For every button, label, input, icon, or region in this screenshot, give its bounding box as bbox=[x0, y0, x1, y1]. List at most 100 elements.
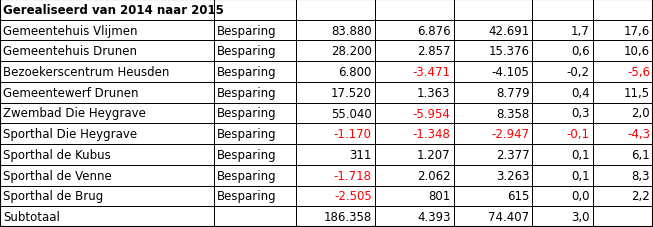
Text: 2,0: 2,0 bbox=[631, 107, 650, 120]
Text: 10,6: 10,6 bbox=[624, 45, 650, 58]
Bar bbox=[296, 206, 375, 227]
Bar bbox=[214, 0, 296, 21]
Text: -1.348: -1.348 bbox=[413, 128, 451, 141]
Bar bbox=[296, 186, 375, 206]
Text: 8.358: 8.358 bbox=[496, 107, 530, 120]
Bar bbox=[296, 165, 375, 186]
Text: -5,6: -5,6 bbox=[627, 66, 650, 79]
Bar bbox=[532, 206, 593, 227]
Text: 83.880: 83.880 bbox=[331, 25, 372, 37]
Bar bbox=[454, 144, 532, 165]
Bar bbox=[214, 62, 296, 83]
Text: 55.040: 55.040 bbox=[331, 107, 372, 120]
Bar bbox=[296, 83, 375, 103]
Bar bbox=[375, 186, 454, 206]
Bar bbox=[375, 21, 454, 41]
Bar bbox=[375, 41, 454, 62]
Bar bbox=[532, 21, 593, 41]
Text: 0,6: 0,6 bbox=[571, 45, 590, 58]
Text: -3.471: -3.471 bbox=[413, 66, 451, 79]
Bar bbox=[454, 0, 532, 21]
Text: 6,1: 6,1 bbox=[631, 148, 650, 161]
Bar bbox=[375, 144, 454, 165]
Text: 1.363: 1.363 bbox=[417, 86, 451, 99]
Bar bbox=[375, 0, 454, 21]
Bar bbox=[454, 124, 532, 144]
Text: 8,3: 8,3 bbox=[631, 169, 650, 182]
Bar bbox=[214, 144, 296, 165]
Bar bbox=[532, 165, 593, 186]
Bar bbox=[296, 62, 375, 83]
Text: 8.779: 8.779 bbox=[496, 86, 530, 99]
Text: 0,4: 0,4 bbox=[571, 86, 590, 99]
Text: 186.358: 186.358 bbox=[323, 210, 372, 223]
Text: Gerealiseerd van 2014 naar 2015: Gerealiseerd van 2014 naar 2015 bbox=[3, 4, 224, 17]
Bar bbox=[0, 103, 214, 124]
Text: 311: 311 bbox=[349, 148, 372, 161]
Text: Subtotaal: Subtotaal bbox=[3, 210, 60, 223]
Bar bbox=[0, 206, 214, 227]
Bar bbox=[0, 41, 214, 62]
Text: Besparing: Besparing bbox=[217, 45, 276, 58]
Bar bbox=[454, 165, 532, 186]
Text: -5.954: -5.954 bbox=[413, 107, 451, 120]
Text: 17.520: 17.520 bbox=[330, 86, 372, 99]
Text: Gemeentehuis Drunen: Gemeentehuis Drunen bbox=[3, 45, 137, 58]
Text: Besparing: Besparing bbox=[217, 66, 276, 79]
Text: -2.947: -2.947 bbox=[491, 128, 530, 141]
Bar bbox=[454, 186, 532, 206]
Text: 6.876: 6.876 bbox=[417, 25, 451, 37]
Bar bbox=[593, 124, 653, 144]
Bar bbox=[532, 62, 593, 83]
Bar bbox=[454, 103, 532, 124]
Text: 1.207: 1.207 bbox=[417, 148, 451, 161]
Bar bbox=[214, 83, 296, 103]
Text: 42.691: 42.691 bbox=[488, 25, 530, 37]
Bar bbox=[0, 21, 214, 41]
Bar bbox=[296, 0, 375, 21]
Bar bbox=[532, 124, 593, 144]
Text: -1.718: -1.718 bbox=[334, 169, 372, 182]
Text: -2.505: -2.505 bbox=[334, 190, 372, 202]
Text: Sporthal de Venne: Sporthal de Venne bbox=[3, 169, 112, 182]
Text: 17,6: 17,6 bbox=[624, 25, 650, 37]
Text: 615: 615 bbox=[507, 190, 530, 202]
Text: Besparing: Besparing bbox=[217, 148, 276, 161]
Bar bbox=[593, 41, 653, 62]
Bar bbox=[532, 0, 593, 21]
Text: Besparing: Besparing bbox=[217, 25, 276, 37]
Bar bbox=[214, 206, 296, 227]
Text: -4,3: -4,3 bbox=[627, 128, 650, 141]
Bar bbox=[0, 62, 214, 83]
Text: 11,5: 11,5 bbox=[624, 86, 650, 99]
Bar bbox=[454, 62, 532, 83]
Text: -0,2: -0,2 bbox=[567, 66, 590, 79]
Bar bbox=[214, 124, 296, 144]
Bar bbox=[593, 83, 653, 103]
Bar bbox=[0, 165, 214, 186]
Bar bbox=[296, 21, 375, 41]
Bar bbox=[454, 41, 532, 62]
Text: 2,2: 2,2 bbox=[631, 190, 650, 202]
Bar bbox=[593, 0, 653, 21]
Text: 2.062: 2.062 bbox=[417, 169, 451, 182]
Bar bbox=[214, 165, 296, 186]
Bar bbox=[214, 41, 296, 62]
Text: 2.377: 2.377 bbox=[496, 148, 530, 161]
Text: Besparing: Besparing bbox=[217, 190, 276, 202]
Bar bbox=[454, 21, 532, 41]
Bar bbox=[593, 186, 653, 206]
Text: Zwembad Die Heygrave: Zwembad Die Heygrave bbox=[3, 107, 146, 120]
Bar bbox=[296, 103, 375, 124]
Bar bbox=[593, 21, 653, 41]
Bar bbox=[593, 103, 653, 124]
Text: Sporthal de Kubus: Sporthal de Kubus bbox=[3, 148, 111, 161]
Bar bbox=[214, 186, 296, 206]
Bar bbox=[296, 144, 375, 165]
Text: -0,1: -0,1 bbox=[567, 128, 590, 141]
Bar bbox=[375, 62, 454, 83]
Text: 0,0: 0,0 bbox=[571, 190, 590, 202]
Bar bbox=[375, 124, 454, 144]
Bar bbox=[593, 62, 653, 83]
Bar bbox=[593, 144, 653, 165]
